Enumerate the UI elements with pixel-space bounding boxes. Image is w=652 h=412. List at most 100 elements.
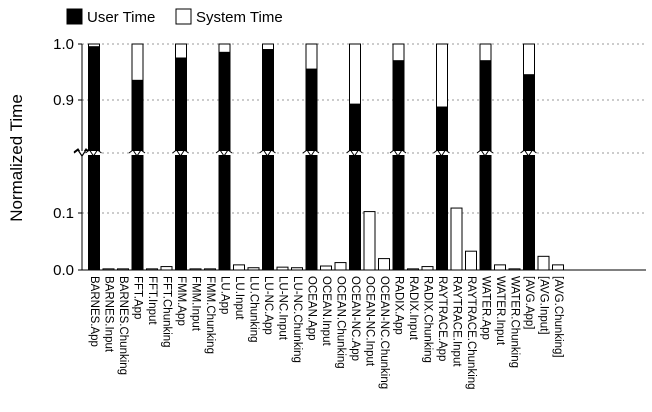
x-category-label: FFT.Chunking xyxy=(161,276,173,348)
x-category-label: RAYTRACE.Chunking xyxy=(465,276,477,390)
bar-break-gap xyxy=(130,151,145,155)
bar-system-time xyxy=(363,211,376,271)
x-category-label: LU.Chunking xyxy=(248,276,260,342)
x-category-label: OCEAN-NC.Chunking xyxy=(378,276,390,389)
x-category-label: FMM.App xyxy=(175,276,187,326)
bar-break-marker xyxy=(172,149,189,157)
bar-user-time xyxy=(218,51,231,271)
bar-break-gap xyxy=(391,151,406,155)
x-category-label: BARNES.App xyxy=(88,276,100,347)
bar-user-time xyxy=(262,49,274,271)
x-category-label: LU-NC.App xyxy=(262,276,274,335)
bar-user-time xyxy=(88,46,100,271)
y-axis-title: Normalized Time xyxy=(7,94,26,222)
bar-system-time xyxy=(334,262,347,271)
legend-swatch-user-time xyxy=(66,8,83,25)
axis-break-gap xyxy=(76,151,88,155)
legend: User Time System Time xyxy=(66,8,283,26)
bars xyxy=(88,43,564,271)
bar-system-time xyxy=(436,43,448,108)
x-category-label: WATER.Input xyxy=(494,276,506,346)
y-tick-label: 1.0 xyxy=(53,36,74,53)
y-tick-label: 0.9 xyxy=(53,92,74,109)
y-tick-label: 0.0 xyxy=(53,262,74,279)
bar-user-time xyxy=(305,68,318,271)
bar-break-marker xyxy=(85,149,102,157)
bar-user-time xyxy=(175,57,187,271)
bar-break-gap xyxy=(217,151,232,155)
bar-system-time xyxy=(218,43,231,53)
x-category-label: [AVG.Input] xyxy=(538,276,550,335)
bar-break-marker xyxy=(215,149,233,157)
y-tick-label: 0.1 xyxy=(53,205,74,222)
x-category-label: FMM.Input xyxy=(190,276,202,332)
bar-system-time xyxy=(349,43,361,105)
bar-system-time xyxy=(450,207,463,271)
x-category-label: OCEAN-NC.App xyxy=(349,276,361,361)
bar-break-marker xyxy=(346,149,363,157)
bar-break-gap xyxy=(434,151,450,155)
bar-system-time xyxy=(523,43,535,76)
x-category-label: LU.Input xyxy=(233,276,245,320)
bar-system-time xyxy=(305,43,318,70)
bar-system-time xyxy=(494,264,506,271)
bar-system-time xyxy=(421,266,434,271)
bar-user-time xyxy=(131,79,144,271)
y-axis-ticks: 0.0 0.1 0.9 1.0 xyxy=(53,36,91,279)
legend-label-user-time: User Time xyxy=(87,9,155,26)
bar-break-marker xyxy=(302,149,320,157)
bar-break-gap xyxy=(347,151,363,155)
bar-system-time xyxy=(552,264,564,271)
gridlines xyxy=(82,43,646,214)
bar-system-time xyxy=(465,250,477,271)
bar-system-time xyxy=(160,266,173,271)
bar-break-gap xyxy=(260,151,276,155)
bar-system-time xyxy=(537,255,550,271)
bar-break-marker xyxy=(128,149,146,157)
x-category-label: OCEAN.Input xyxy=(320,276,332,346)
bar-break-marker xyxy=(433,149,450,157)
bar-user-time xyxy=(523,74,535,271)
x-category-label: [AVG.Chunking] xyxy=(552,276,564,358)
x-category-label: RADIX.App xyxy=(393,276,405,335)
bar-break-gap xyxy=(304,151,319,155)
bar-user-time xyxy=(479,60,492,271)
x-axis-labels: BARNES.App BARNES.Input BARNES.Chunking FFT… xyxy=(88,276,564,390)
legend-swatch-system-time xyxy=(175,8,192,25)
bar-system-time xyxy=(175,43,187,59)
x-category-label: RADIX.Input xyxy=(407,276,419,341)
x-category-label: WATER.App xyxy=(480,276,492,340)
x-category-label: FFT.App xyxy=(132,276,144,319)
x-category-label: LU-NC.Chunking xyxy=(291,276,303,363)
bar-break-marker xyxy=(520,149,537,157)
bar-break-marker xyxy=(389,149,407,157)
bar-system-time xyxy=(378,258,390,271)
x-category-label: RAYTRACE.App xyxy=(436,276,448,361)
bar-user-time xyxy=(436,106,448,271)
bar-system-time xyxy=(233,264,245,271)
bar-break-marker xyxy=(259,149,276,157)
x-category-label: BARNES.Input xyxy=(103,276,115,353)
bar-break-gap xyxy=(478,151,493,155)
bar-system-time xyxy=(320,265,332,271)
bar-break-marker xyxy=(476,149,494,157)
x-category-label: LU-NC.Input xyxy=(277,276,289,341)
bar-system-time xyxy=(392,43,405,62)
x-category-label: WATER.Chunking xyxy=(509,276,521,368)
x-category-label: OCEAN-NC.Input xyxy=(364,276,376,367)
x-category-label: OCEAN.App xyxy=(306,276,318,341)
x-category-label: LU.App xyxy=(219,276,231,314)
x-category-label: [AVG.App] xyxy=(523,276,535,329)
bar-user-time xyxy=(392,60,405,271)
bar-system-time xyxy=(131,43,144,81)
bar-break-gap xyxy=(173,151,189,155)
bar-break-gap xyxy=(86,151,102,155)
bar-user-time xyxy=(349,103,361,271)
bar-system-time xyxy=(479,43,492,62)
x-category-label: RADIX.Chunking xyxy=(422,276,434,363)
x-category-label: FMM.Chunking xyxy=(204,276,216,354)
x-category-label: OCEAN.Chunking xyxy=(335,276,347,369)
x-category-label: BARNES.Chunking xyxy=(117,276,129,375)
x-category-label: FFT.Input xyxy=(146,276,158,325)
